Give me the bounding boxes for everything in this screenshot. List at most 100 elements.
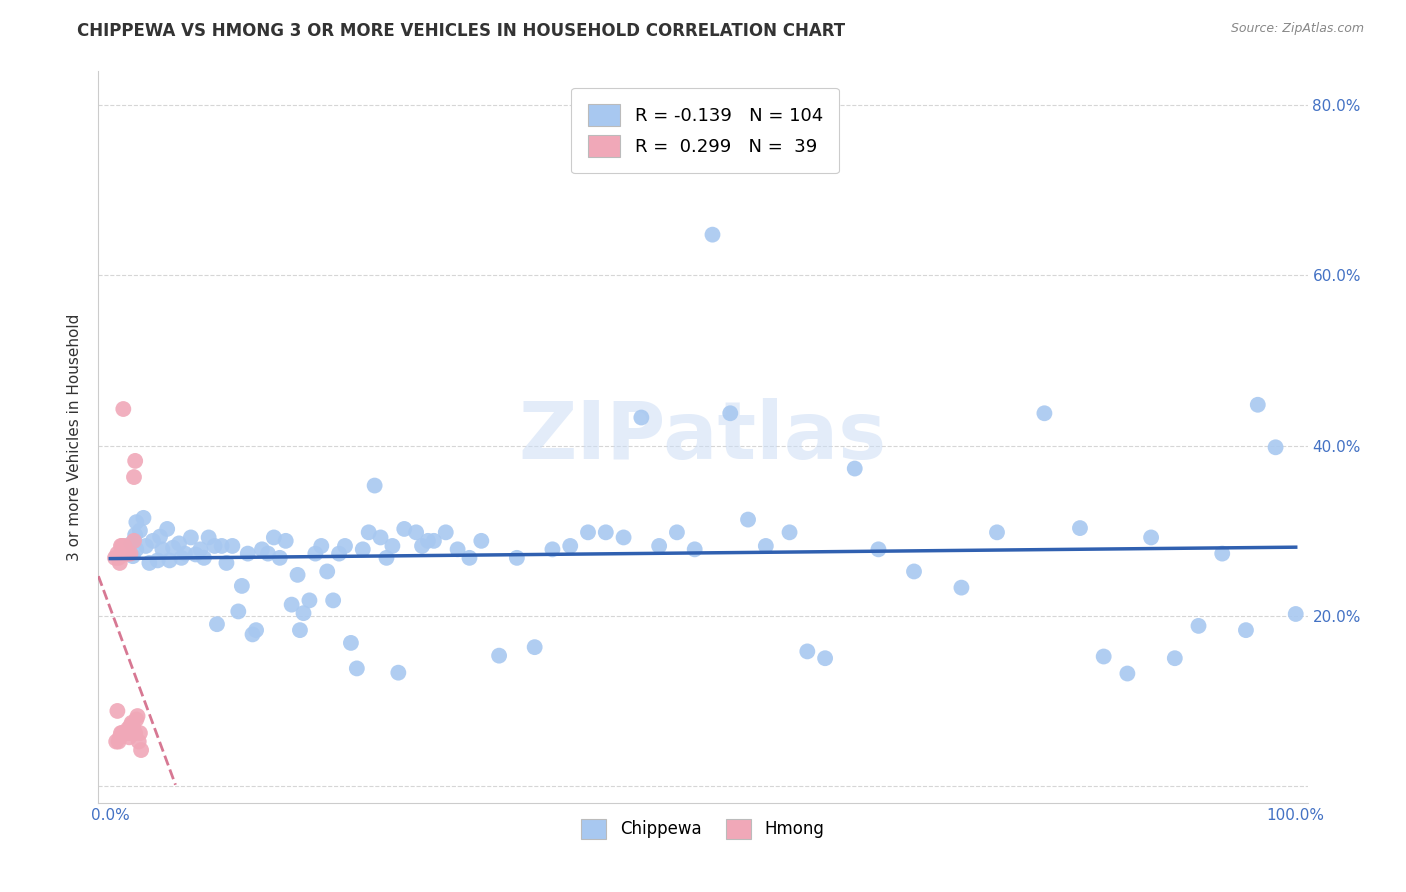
Point <box>215 556 238 570</box>
Point <box>149 530 172 544</box>
Point <box>333 539 356 553</box>
Point <box>167 536 190 550</box>
Point <box>112 402 135 417</box>
Point <box>375 550 398 565</box>
Point <box>250 542 273 557</box>
Point <box>387 665 409 680</box>
Point <box>112 726 135 740</box>
Text: CHIPPEWA VS HMONG 3 OR MORE VEHICLES IN HOUSEHOLD CORRELATION CHART: CHIPPEWA VS HMONG 3 OR MORE VEHICLES IN … <box>77 22 845 40</box>
Point <box>560 539 582 553</box>
Point <box>576 525 599 540</box>
Point <box>125 542 148 557</box>
Point <box>316 565 339 579</box>
Point <box>1264 440 1286 454</box>
Point <box>114 726 136 740</box>
Point <box>1164 651 1187 665</box>
Point <box>245 623 267 637</box>
Point <box>221 539 243 553</box>
Point <box>1116 666 1139 681</box>
Point <box>274 533 297 548</box>
Point <box>737 512 759 526</box>
Y-axis label: 3 or more Vehicles in Household: 3 or more Vehicles in Household <box>67 313 83 561</box>
Point <box>346 661 368 675</box>
Point <box>118 726 141 740</box>
Point <box>352 542 374 557</box>
Point <box>146 553 169 567</box>
Point <box>288 623 311 637</box>
Point <box>129 524 152 538</box>
Point <box>170 550 193 565</box>
Point <box>304 547 326 561</box>
Point <box>114 539 136 553</box>
Point <box>416 533 439 548</box>
Point <box>458 550 481 565</box>
Point <box>104 550 127 565</box>
Point <box>105 734 128 748</box>
Point <box>180 531 202 545</box>
Point <box>120 547 142 561</box>
Point <box>328 547 350 561</box>
Point <box>226 604 249 618</box>
Point <box>292 606 315 620</box>
Point <box>1069 521 1091 535</box>
Point <box>121 722 143 736</box>
Point <box>488 648 510 663</box>
Point <box>1033 406 1056 420</box>
Point <box>111 539 134 553</box>
Point <box>114 726 136 740</box>
Point <box>665 525 688 540</box>
Point <box>370 531 392 545</box>
Point <box>470 533 492 548</box>
Point <box>114 547 136 561</box>
Point <box>1140 531 1163 545</box>
Point <box>121 717 143 731</box>
Point <box>394 522 416 536</box>
Point <box>950 581 973 595</box>
Point <box>718 406 741 420</box>
Point <box>242 627 264 641</box>
Point <box>263 531 285 545</box>
Point <box>121 536 143 550</box>
Point <box>152 542 174 557</box>
Point <box>506 550 529 565</box>
Point <box>120 719 142 733</box>
Point <box>357 525 380 540</box>
Point <box>986 525 1008 540</box>
Text: Source: ZipAtlas.com: Source: ZipAtlas.com <box>1230 22 1364 36</box>
Point <box>156 522 179 536</box>
Point <box>257 547 280 561</box>
Point <box>118 731 141 745</box>
Point <box>174 547 197 561</box>
Point <box>121 719 143 733</box>
Point <box>107 734 129 748</box>
Point <box>446 542 468 557</box>
Point <box>204 539 226 553</box>
Point <box>108 556 131 570</box>
Point <box>105 704 128 718</box>
Point <box>105 547 128 561</box>
Point <box>868 542 890 557</box>
Point <box>107 550 129 565</box>
Point <box>231 579 253 593</box>
Legend: Chippewa, Hmong: Chippewa, Hmong <box>575 812 831 846</box>
Point <box>702 227 724 242</box>
Point <box>159 553 181 567</box>
Point <box>613 531 636 545</box>
Point <box>129 743 152 757</box>
Point <box>124 726 146 740</box>
Point <box>322 593 344 607</box>
Point <box>110 726 132 740</box>
Point <box>122 470 145 484</box>
Point <box>111 726 134 740</box>
Point <box>211 539 233 553</box>
Point <box>135 539 157 553</box>
Point <box>108 731 131 745</box>
Point <box>125 713 148 727</box>
Point <box>138 556 160 570</box>
Point <box>1247 398 1270 412</box>
Point <box>1285 607 1308 621</box>
Point <box>121 549 143 563</box>
Point <box>205 617 228 632</box>
Point <box>142 533 165 548</box>
Point <box>755 539 778 553</box>
